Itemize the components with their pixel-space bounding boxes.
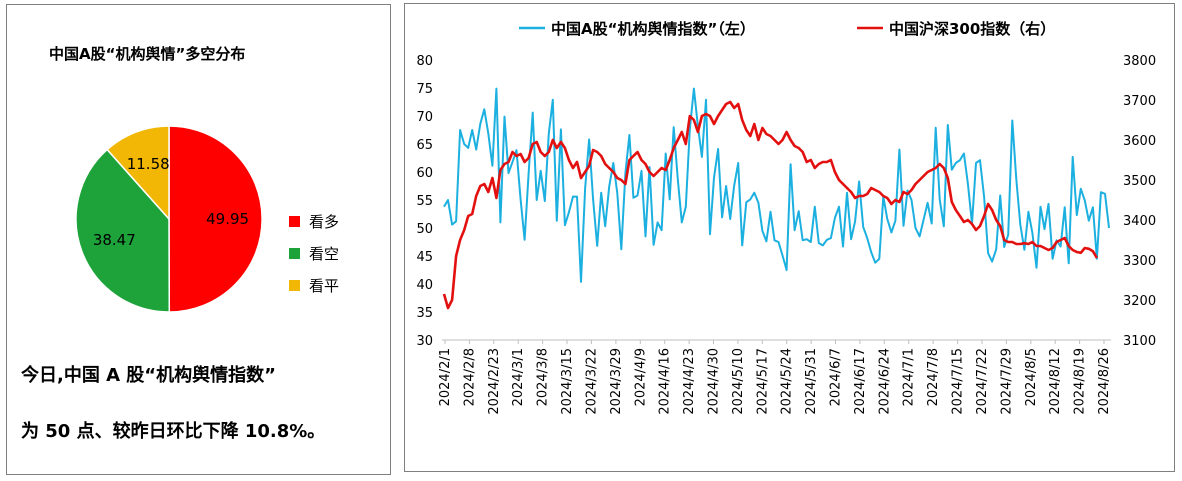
x-tick-label: 2024/7/22 [975,348,990,415]
line-chart: 30 35 40 45 50 55 60 65 70 75 80 3100 3200 3300 3400 35… [416,20,1156,415]
y-right-tick: 3800 [1123,54,1156,69]
x-tick-label: 2024/3/29 [609,348,624,415]
x-tick-label: 2024/5/17 [755,348,770,415]
pie-slice [75,148,171,313]
y-right-tick: 3200 [1123,294,1156,309]
legend-swatch [289,216,300,227]
x-tick-label: 2024/6/7 [829,348,844,406]
legend-swatch [289,280,300,291]
y-left-tick: 35 [416,306,433,321]
legend-label: 中国A股“机构舆情指数”（左） [551,20,755,38]
x-tick-label: 2024/3/8 [536,348,551,406]
y-right-tick: 3600 [1123,134,1156,149]
x-tick-label: 2024/4/23 [682,348,697,415]
y-right-tick: 3500 [1123,174,1156,189]
x-tick-label: 2024/8/12 [1048,348,1063,415]
x-tick-label: 2024/2/1 [438,348,453,406]
y-right-tick: 3300 [1123,254,1156,269]
summary-line-2: 为 50 点、较昨日环比下降 10.8%。 [21,421,326,442]
pie-slice [106,125,170,221]
y-left-tick: 55 [416,194,433,209]
legend-swatch [289,248,300,259]
legend-label: 看空 [309,245,339,263]
x-tick-label: 2024/4/30 [707,348,722,415]
x-tick-label: 2024/6/17 [853,348,868,415]
y-left-tick: 60 [416,166,433,181]
x-tick-label: 2024/4/16 [658,348,673,415]
y-left-tick: 45 [416,250,433,265]
y-right-tick: 3400 [1123,214,1156,229]
pie-slice [168,125,263,313]
y-left-tick: 75 [416,82,433,97]
pie-slice-label: 38.47 [93,231,136,249]
y-left-tick: 40 [416,278,433,293]
x-tick-label: 2024/3/1 [511,348,526,406]
legend-label: 看多 [309,213,339,231]
x-tick-label: 2024/2/8 [462,348,477,406]
pie-panel: 中国A股“机构舆情”多空分布 49.95 38.47 11.58 看多看空看平 今日,… [6,4,391,475]
summary-line-1: 今日,中国 A 股“机构舆情指数” [21,365,276,386]
x-tick-label: 2024/3/15 [560,348,575,415]
sentiment-index-line [443,87,1110,283]
y-left-tick: 50 [416,222,433,237]
y-left-tick: 80 [416,54,433,69]
x-tick-label: 2024/5/24 [780,348,795,415]
csi300-line [442,100,1099,310]
x-tick-label: 2024/8/5 [1024,348,1039,406]
line-chart-panel: 30 35 40 45 50 55 60 65 70 75 80 3100 3200 3300 3400 35… [404,3,1175,472]
y-right-tick: 3100 [1123,334,1156,349]
x-tick-label: 2024/6/24 [877,348,892,415]
y-right-tick: 3700 [1123,94,1156,109]
x-tick-label: 2024/3/22 [584,348,599,415]
legend-label: 看平 [309,277,339,295]
x-tick-label: 2024/7/1 [902,348,917,406]
x-tick-label: 2024/2/23 [487,348,502,415]
pie-title: 中国A股“机构舆情”多空分布 [49,45,246,63]
x-tick-label: 2024/4/9 [633,348,648,406]
x-tick-label: 2024/5/31 [804,348,819,415]
pie-slice-label: 11.58 [127,155,170,173]
x-tick-label: 2024/7/15 [951,348,966,415]
x-tick-label: 2024/8/19 [1073,348,1088,415]
y-left-tick: 30 [416,334,433,349]
x-tick-label: 2024/7/29 [999,348,1014,415]
x-tick-label: 2024/7/8 [926,348,941,406]
y-left-tick: 70 [416,110,433,125]
pie-slice-label: 49.95 [206,210,249,228]
legend-label: 中国沪深300指数（右） [889,20,1055,38]
x-tick-label: 2024/8/26 [1097,348,1112,415]
x-tick-label: 2024/5/10 [731,348,746,415]
y-left-tick: 65 [416,138,433,153]
